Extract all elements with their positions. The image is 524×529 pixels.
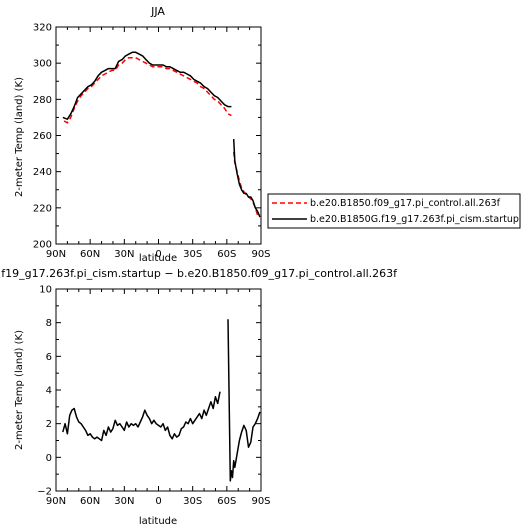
bottom-y-tick-label: 4 xyxy=(46,386,52,397)
top-y-axis-label: 2-meter Temp (land) (K) xyxy=(14,77,25,197)
top-x-tick-label: 90S xyxy=(251,249,270,260)
bottom-y-tick-label: 10 xyxy=(39,285,52,296)
legend-label-series-1: b.e20.B1850.f09_g17.pi_control.all.263f xyxy=(310,198,501,209)
bottom-x-axis-label: latitude xyxy=(139,516,177,527)
top-x-tick-label: 60N xyxy=(80,249,100,260)
top-x-tick-label: 30S xyxy=(183,249,202,260)
top-y-tick-label: 280 xyxy=(33,95,52,106)
bottom-x-tick-label: 60N xyxy=(80,496,100,507)
top-y-tick-label: 240 xyxy=(33,167,52,178)
top-chart-title: JJA xyxy=(150,5,165,18)
legend-box xyxy=(267,193,521,229)
bottom-y-tick-label: 8 xyxy=(46,318,52,329)
top-y-tick-label: 300 xyxy=(33,59,52,70)
bottom-y-tick-label: 2 xyxy=(46,419,52,430)
top-series-1-line-segment-1 xyxy=(63,56,232,124)
bottom-x-tick-label: 90S xyxy=(251,496,270,507)
bottom-y-tick-label: −2 xyxy=(37,487,52,498)
bottom-x-tick-label: 30S xyxy=(183,496,202,507)
top-x-tick-label: 0 xyxy=(155,249,161,260)
top-series-2-line-segment-2 xyxy=(232,139,261,218)
top-plot-frame xyxy=(55,26,262,245)
bottom-series-1-line-segment-1 xyxy=(62,391,221,442)
bottom-x-tick-label: 30N xyxy=(114,496,134,507)
bottom-y-tick-label: 0 xyxy=(46,453,52,464)
top-x-tick-label: 90N xyxy=(46,249,66,260)
top-series-2-line-segment-1 xyxy=(62,51,232,120)
bottom-series-1-line-segment-2 xyxy=(227,319,261,482)
top-x-tick-label: 60S xyxy=(217,249,236,260)
bottom-x-tick-label: 90N xyxy=(46,496,66,507)
top-x-tick-label: 30N xyxy=(114,249,134,260)
top-legend: b.e20.B1850.f09_g17.pi_control.all.263f … xyxy=(267,193,521,229)
bottom-x-tick-label: 0 xyxy=(155,496,161,507)
bottom-plot-area: 90N 60N 30N 0 30S 60S 90S −2 0 2 4 6 8 10 xyxy=(37,285,270,508)
bottom-chart: b.e20.B1850G.f19_g17.263f.pi_cism.startu… xyxy=(0,267,398,527)
bottom-y-axis-label: 2-meter Temp (land) (K) xyxy=(14,330,25,450)
bottom-y-tick-label: 6 xyxy=(46,352,52,363)
top-y-tick-label: 320 xyxy=(33,23,52,34)
top-x-axis-label: latitude xyxy=(139,253,177,264)
top-plot-area: 90N 60N 30N 0 30S 60S 90S 200 220 240 260 280 300 320 xyxy=(33,23,271,261)
top-y-tick-label: 260 xyxy=(33,131,52,142)
bottom-x-tick-label: 60S xyxy=(217,496,236,507)
bottom-chart-title: b.e20.B1850G.f19_g17.263f.pi_cism.startu… xyxy=(0,267,398,280)
top-series-1-line-segment-2 xyxy=(232,151,261,218)
top-chart: JJA 90N 60N 30N 0 30S 60S 90S 200 220 240 260 280 30… xyxy=(14,5,521,264)
top-y-tick-label: 200 xyxy=(33,240,52,251)
legend-label-series-2: b.e20.B1850G.f19_g17.263f.pi_cism.startu… xyxy=(310,214,519,225)
top-y-tick-label: 220 xyxy=(33,203,52,214)
